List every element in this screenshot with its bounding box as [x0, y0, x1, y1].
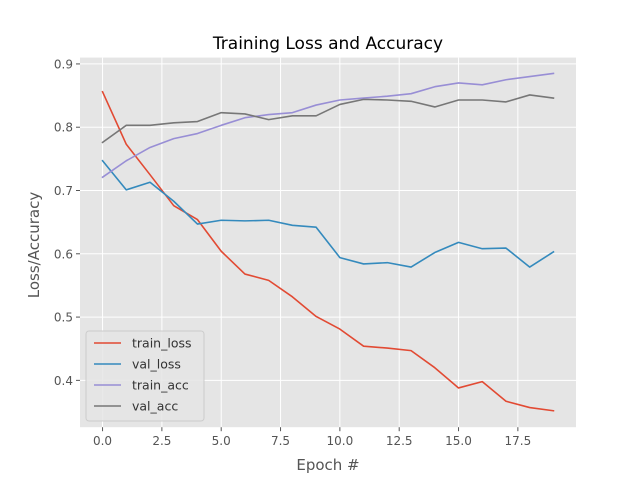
legend-label: train_acc: [132, 378, 189, 393]
x-axis: 0.0 2.5 5.0 7.5 10.0 12.5 15.0 17.5: [93, 427, 531, 448]
y-tick-label: 0.8: [54, 121, 73, 135]
x-tick-label: 2.5: [152, 434, 171, 448]
x-axis-title: Epoch #: [296, 456, 359, 474]
legend-label: val_acc: [132, 399, 178, 414]
y-tick-label: 0.9: [54, 57, 73, 71]
x-tick-label: 0.0: [93, 434, 112, 448]
series-line-val-loss: [101, 159, 555, 268]
y-tick-label: 0.6: [54, 247, 73, 261]
legend-box: [85, 330, 205, 422]
y-tick-label: 0.7: [54, 184, 73, 198]
x-tick-label: 17.5: [504, 434, 531, 448]
series-layer: [101, 72, 555, 412]
x-tick-label: 5.0: [212, 434, 231, 448]
chart-title: Training Loss and Accuracy: [212, 34, 443, 54]
x-tick-label: 15.0: [445, 434, 472, 448]
legend-label: train_loss: [132, 336, 192, 351]
series-line-val-acc: [101, 94, 555, 144]
series-line-train-acc: [101, 72, 555, 179]
y-tick-label: 0.5: [54, 311, 73, 325]
legend: train_loss val_loss train_acc val_acc: [85, 330, 205, 422]
legend-label: val_loss: [132, 357, 181, 372]
y-axis: 0.4 0.5 0.6 0.7 0.8 0.9: [54, 57, 80, 388]
series-line-train-loss: [101, 90, 555, 412]
y-tick-label: 0.4: [54, 374, 73, 388]
x-tick-label: 12.5: [386, 434, 413, 448]
x-tick-label: 7.5: [271, 434, 290, 448]
y-axis-title: Loss/Accuracy: [25, 192, 43, 299]
x-tick-label: 10.0: [327, 434, 354, 448]
